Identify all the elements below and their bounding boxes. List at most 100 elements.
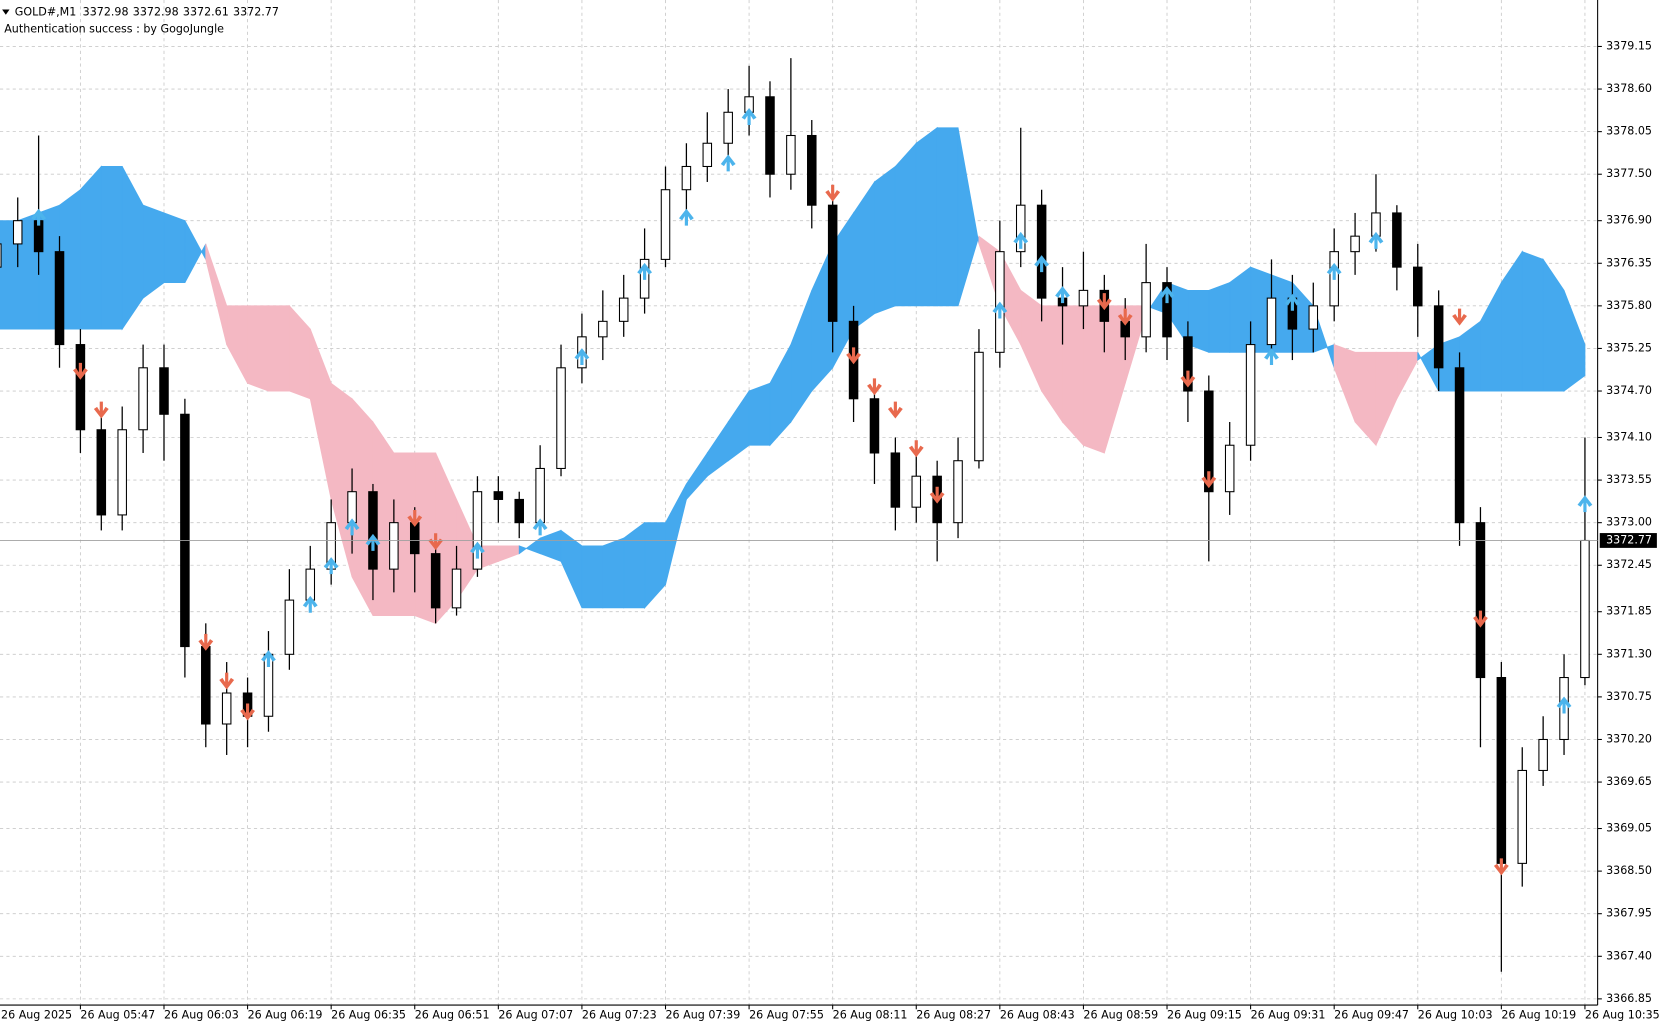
subtitle: Authentication success : by GogoJungle bbox=[4, 23, 224, 36]
y-tick-label: 3378.05 bbox=[1606, 125, 1652, 138]
candle-body bbox=[535, 467, 545, 524]
sell-arrow bbox=[867, 378, 882, 396]
candle-body bbox=[0, 243, 2, 268]
candle-body bbox=[681, 165, 692, 191]
candle-body bbox=[409, 522, 420, 555]
cloud-segment bbox=[1521, 251, 1544, 392]
y-tick-label: 3379.15 bbox=[1606, 39, 1652, 52]
sell-arrow bbox=[93, 401, 109, 419]
buy-arrow bbox=[344, 518, 360, 536]
cloud-segment bbox=[748, 382, 771, 446]
y-tick-label: 3373.00 bbox=[1606, 516, 1652, 529]
candle-body bbox=[1183, 336, 1193, 392]
candle-body bbox=[96, 429, 107, 516]
y-tick-label: 3374.70 bbox=[1606, 384, 1652, 397]
y-tick-label: 3376.35 bbox=[1606, 256, 1652, 269]
y-tick-label: 3368.50 bbox=[1606, 864, 1652, 877]
cloud-segment bbox=[894, 142, 917, 307]
buy-arrow bbox=[532, 518, 548, 536]
cloud-segment bbox=[79, 165, 102, 330]
cloud-segment bbox=[602, 537, 625, 609]
cloud-segment bbox=[915, 126, 938, 307]
candle-body bbox=[180, 413, 190, 648]
x-tick-label: 26 Aug 10:19 bbox=[1501, 1009, 1576, 1022]
buy-arrow bbox=[1284, 293, 1300, 311]
cloud-segment bbox=[247, 305, 269, 392]
x-tick-label: 26 Aug 07:07 bbox=[498, 1009, 573, 1022]
buy-arrow bbox=[1013, 231, 1029, 249]
candle-body bbox=[974, 351, 984, 462]
y-tick-label: 3377.50 bbox=[1606, 167, 1652, 180]
candle-body bbox=[1580, 539, 1590, 679]
candle-body bbox=[618, 297, 629, 322]
signal-layer bbox=[31, 108, 1593, 876]
candle-body bbox=[807, 134, 817, 206]
x-tick-label: 26 Aug 09:15 bbox=[1167, 1009, 1242, 1022]
candle-body bbox=[451, 568, 462, 609]
buy-arrow bbox=[261, 650, 276, 667]
candle-body bbox=[1413, 266, 1423, 307]
y-tick-label: 3367.95 bbox=[1606, 907, 1652, 920]
candle-body bbox=[1538, 738, 1548, 771]
cloud-segment bbox=[100, 166, 123, 330]
sell-arrow bbox=[1493, 858, 1509, 876]
y-tick-label: 3371.85 bbox=[1606, 605, 1652, 618]
buy-arrow bbox=[31, 208, 47, 226]
symbol: GOLD#,M1 bbox=[15, 6, 77, 19]
candle-body bbox=[75, 344, 86, 431]
candle-body bbox=[1078, 289, 1089, 307]
candle-body bbox=[12, 220, 23, 245]
candle-body bbox=[723, 111, 733, 144]
candle-body bbox=[368, 491, 378, 570]
y-tick-label: 3374.10 bbox=[1606, 430, 1652, 443]
x-tick-label: 26 Aug 07:55 bbox=[749, 1009, 824, 1022]
buy-arrow bbox=[1368, 231, 1384, 249]
sell-arrow bbox=[73, 362, 88, 380]
sell-arrow bbox=[407, 509, 423, 527]
buy-arrow bbox=[302, 595, 318, 613]
candle-body bbox=[1475, 522, 1486, 679]
sell-arrow bbox=[240, 703, 255, 721]
candle-body bbox=[1517, 769, 1528, 864]
cloud-segment bbox=[581, 545, 604, 609]
candle-body bbox=[347, 491, 357, 524]
cloud-segment bbox=[163, 212, 186, 284]
cloud-segment bbox=[1208, 282, 1231, 353]
candle-body bbox=[1266, 297, 1277, 346]
candle-body bbox=[890, 452, 901, 508]
sell-arrow bbox=[1117, 308, 1133, 326]
y-tick-label: 3370.20 bbox=[1606, 732, 1652, 745]
candle-body bbox=[117, 429, 127, 516]
buy-arrow bbox=[365, 533, 381, 551]
candle-body bbox=[493, 491, 504, 500]
buy-arrow bbox=[323, 557, 339, 575]
buy-arrow bbox=[1264, 348, 1279, 366]
buy-arrow bbox=[678, 208, 694, 226]
price-label-box bbox=[1599, 533, 1657, 548]
header: GOLD#,M1 3372.98 3372.98 3372.61 3372.77 Aut… bbox=[2, 6, 279, 36]
x-tick-label: 26 Aug 08:11 bbox=[833, 1009, 908, 1022]
candle-body bbox=[1350, 235, 1360, 253]
header-value: 3372.98 bbox=[83, 6, 129, 19]
buy-arrow bbox=[720, 154, 736, 172]
cloud-segment bbox=[1229, 266, 1252, 353]
candle-body bbox=[221, 692, 232, 725]
cloud-segment bbox=[142, 204, 165, 299]
buy-arrow bbox=[574, 348, 590, 366]
sell-arrow bbox=[887, 401, 903, 419]
candle-body bbox=[765, 96, 775, 175]
candle-body bbox=[1036, 204, 1047, 299]
sell-arrow bbox=[1201, 471, 1217, 489]
candle-body bbox=[953, 460, 963, 524]
buy-arrow bbox=[992, 301, 1008, 319]
collapse-icon bbox=[2, 9, 10, 15]
sell-arrow bbox=[428, 533, 444, 551]
x-tick-label: 26 Aug 08:27 bbox=[916, 1009, 991, 1022]
header-value: 3372.61 bbox=[183, 6, 229, 19]
x-tick-label: 26 Aug 07:39 bbox=[666, 1009, 741, 1022]
x-tick-label: 26 Aug 08:43 bbox=[1000, 1009, 1075, 1022]
sell-arrow bbox=[219, 672, 235, 690]
candle-body bbox=[911, 475, 922, 508]
